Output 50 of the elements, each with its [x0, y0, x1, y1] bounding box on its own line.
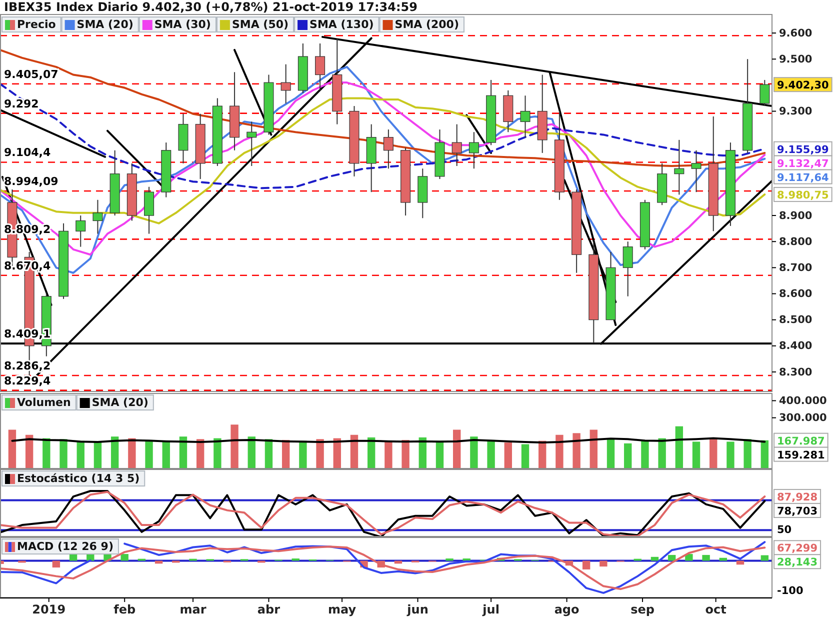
y-tick-label: 9.500	[779, 53, 812, 66]
annotation: 167.987	[777, 435, 825, 448]
legend-label: Volumen	[17, 396, 71, 409]
annotation: 159.281	[777, 449, 825, 462]
text: 50	[777, 524, 792, 536]
y-tick-label: 8.400	[779, 340, 812, 352]
x-tick-label: 2019	[32, 602, 66, 617]
legend-label: SMA (20)	[76, 18, 134, 31]
x-tick-label: may	[328, 602, 356, 617]
annotation: 87,928	[777, 491, 818, 504]
x-tick-label: jun	[406, 602, 428, 617]
annotation: 28,143	[777, 556, 818, 569]
y-tick-label: 8.300	[779, 366, 812, 378]
y-tick-label: 8.900	[779, 210, 812, 222]
ref-line-label: 8.994,09	[4, 174, 58, 188]
ref-line-label: 8.229,4	[4, 374, 51, 388]
text: -100	[777, 585, 804, 597]
annotation: 67,299	[777, 542, 818, 555]
legend-label: Precio	[17, 18, 56, 31]
legend-label: SMA (50)	[232, 18, 289, 31]
chart-title: IBEX35 Index Diario 9.402,30 (+0,78%) 21-oct-2019 17:34:59	[4, 0, 418, 14]
annotation: 78,703	[777, 505, 818, 518]
y-tick-label: 400.000	[779, 395, 827, 408]
x-tick-label: jul	[482, 602, 500, 617]
x-tick-label: ago	[554, 602, 580, 617]
legend-label: SMA (30)	[154, 18, 211, 31]
x-tick-label: oct	[705, 602, 727, 617]
annotation: 9.402,30	[777, 80, 829, 92]
y-tick-label: 8.700	[779, 262, 812, 274]
legend-label: SMA (200)	[394, 18, 459, 31]
y-tick-label: 8.500	[779, 314, 812, 326]
annotation: 8.980,75	[777, 189, 829, 202]
x-tick-label: abr	[257, 602, 280, 617]
ref-line-label: 9.405,07	[4, 68, 58, 81]
legend-label: SMA (20)	[92, 396, 148, 409]
y-tick-label: 300.000	[779, 412, 827, 424]
y-tick-label: 8.600	[779, 288, 812, 300]
legend-label: SMA (130)	[310, 18, 374, 31]
x-tick-label: mar	[180, 602, 206, 617]
x-tick-label: feb	[114, 602, 136, 617]
y-tick-label: 8.800	[779, 236, 812, 248]
y-tick-label: 9.300	[779, 106, 812, 118]
chart-title: Estocástico (14 3 5)	[17, 472, 140, 485]
x-tick-label: sep	[630, 602, 655, 617]
annotation: 9.155,99	[777, 144, 829, 156]
ref-line-label: 9.104,4	[4, 146, 51, 160]
y-tick-label: 9.600	[779, 27, 812, 40]
annotation: 9.117,64	[777, 172, 829, 184]
annotation: 9.132,47	[777, 158, 829, 170]
chart-title: MACD (12 26 9)	[17, 540, 114, 553]
